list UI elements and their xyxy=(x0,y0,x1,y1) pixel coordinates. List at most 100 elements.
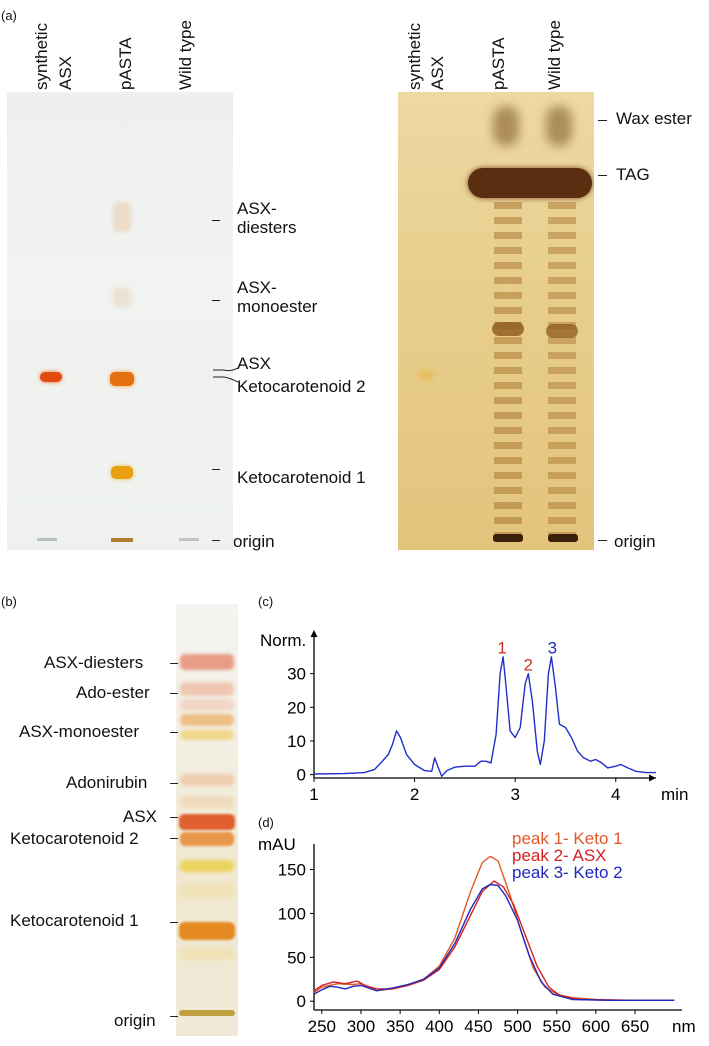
tick-b-asx-diesters xyxy=(170,663,178,664)
band-tag xyxy=(468,168,592,198)
label-asx-monoester-1: ASX- xyxy=(237,278,277,297)
band-wildtype-origin xyxy=(179,538,199,541)
tick-b-keto1 xyxy=(170,922,178,923)
y-axis-arrow xyxy=(310,630,318,637)
x-axis-arrow xyxy=(649,774,656,782)
panel-c-letter: (c) xyxy=(258,594,274,609)
y-tick-label: 100 xyxy=(278,904,306,923)
tick-tag xyxy=(598,175,607,176)
band-pasta-keto1 xyxy=(111,466,133,479)
label-keto2: Ketocarotenoid 2 xyxy=(237,377,366,396)
lane-wt-ladder xyxy=(548,202,576,542)
band-synthetic-origin xyxy=(37,538,57,541)
y-tick-label: 150 xyxy=(278,861,306,880)
band-wt-mid xyxy=(546,324,578,338)
peak-label-3: 3 xyxy=(548,638,557,657)
x-tick-label: 450 xyxy=(464,1017,492,1036)
legend-entry-2: peak 2- ASX xyxy=(512,846,607,865)
tick-b-keto2 xyxy=(170,838,178,839)
tick-origin-right xyxy=(598,540,607,541)
label-asx-monoester-2: monoester xyxy=(237,297,318,316)
band-pasta-mid xyxy=(492,322,524,336)
x-tick-label: 250 xyxy=(308,1017,336,1036)
lane-label-pasta-right: pASTA xyxy=(489,37,508,90)
x-axis-label: min xyxy=(661,785,688,804)
y-tick-label: 50 xyxy=(287,948,306,967)
band-synthetic-asx xyxy=(40,372,62,382)
lane-label-synthetic-right: synthetic xyxy=(405,22,424,90)
label-keto1: Ketocarotenoid 1 xyxy=(237,468,366,487)
x-tick-label: 1 xyxy=(309,785,318,804)
series-line-2 xyxy=(313,880,675,1001)
y-tick-label: 10 xyxy=(287,732,306,751)
series-line-3 xyxy=(313,883,675,1001)
tick-b-asx xyxy=(170,817,178,818)
label-b-keto2: Ketocarotenoid 2 xyxy=(10,829,139,848)
x-tick-label: 550 xyxy=(543,1017,571,1036)
absorbance-spectrum-chart: 0 50 100 150 250 300 350 400 450 500 550 600 650 mAU n… xyxy=(258,829,696,1036)
x-tick-label: 500 xyxy=(503,1017,531,1036)
band-pasta-origin xyxy=(111,538,133,542)
tick-asx-monoester xyxy=(212,300,220,301)
tlc-plate-b xyxy=(176,604,238,1036)
legend-entry-1: peak 1- Keto 1 xyxy=(512,829,623,848)
label-wax-ester: Wax ester xyxy=(616,109,692,128)
label-origin-left: origin xyxy=(233,532,275,551)
band-b-lightred xyxy=(180,699,234,711)
tick-b-asx-monoester xyxy=(170,732,178,733)
panel-d-letter: (d) xyxy=(258,815,274,830)
label-origin-right: origin xyxy=(614,532,656,551)
tick-b-adonirubin xyxy=(170,783,178,784)
y-tick-label: 0 xyxy=(297,766,306,785)
label-b-asx-diesters: ASX-diesters xyxy=(44,653,144,672)
label-b-asx-monoester: ASX-monoester xyxy=(19,722,139,741)
band-b-yellow2 xyxy=(180,860,234,872)
label-b-asx: ASX xyxy=(123,807,158,826)
band-pasta-monoester xyxy=(113,287,131,307)
lane-label-pasta: pASTA xyxy=(116,37,135,90)
band-b-yellow xyxy=(180,730,234,740)
y-tick-label: 0 xyxy=(297,992,306,1011)
lane-pasta-ladder xyxy=(494,202,522,542)
x-tick-label: 600 xyxy=(582,1017,610,1036)
tick-keto1 xyxy=(212,469,220,470)
band-b-asx xyxy=(179,814,235,830)
band-b-keto1 xyxy=(179,922,235,940)
y-axis-label: Norm. xyxy=(260,631,306,650)
x-tick-label: 350 xyxy=(386,1017,414,1036)
lane-label-wildtype-right: Wild type xyxy=(545,20,564,90)
x-axis-label: nm xyxy=(672,1017,696,1036)
y-tick-label: 20 xyxy=(287,698,306,717)
tick-b-ado-ester xyxy=(170,693,178,694)
x-tick-label: 300 xyxy=(347,1017,375,1036)
band-b-pale xyxy=(180,796,234,808)
band-pasta-diesters xyxy=(113,202,131,232)
bracket-asx-keto2 xyxy=(213,367,239,383)
label-asx: ASX xyxy=(237,354,272,373)
band-b-pale3 xyxy=(180,948,234,960)
band-b-ado-ester xyxy=(180,682,234,696)
label-asx-diesters-2: diesters xyxy=(237,218,297,237)
band-b-pale2 xyxy=(180,884,234,898)
x-tick-label: 400 xyxy=(425,1017,453,1036)
band-synth-asx-right xyxy=(418,370,434,380)
tick-wax-ester xyxy=(598,120,607,121)
label-asx-diesters-1: ASX- xyxy=(237,199,277,218)
label-b-ado-ester: Ado-ester xyxy=(76,683,150,702)
band-b-adonirubin xyxy=(180,774,234,786)
tick-asx-diesters xyxy=(212,220,220,221)
x-tick-label: 4 xyxy=(611,785,620,804)
panel-b-letter: (b) xyxy=(1,594,17,609)
label-b-adonirubin: Adonirubin xyxy=(66,773,148,792)
y-tick-label: 30 xyxy=(287,665,306,684)
band-pasta-asx xyxy=(110,372,134,386)
lane-label-synthetic-asx-right: ASX xyxy=(428,55,447,90)
lane-label-synthetic-asx: ASX xyxy=(56,55,75,90)
label-b-origin: origin xyxy=(114,1011,156,1030)
band-wax-ester-pasta xyxy=(493,106,519,146)
label-b-keto1: Ketocarotenoid 1 xyxy=(10,911,139,930)
peak-label-2: 2 xyxy=(524,655,533,674)
panel-a-letter: (a) xyxy=(1,8,17,23)
band-origin-wt xyxy=(548,534,578,542)
